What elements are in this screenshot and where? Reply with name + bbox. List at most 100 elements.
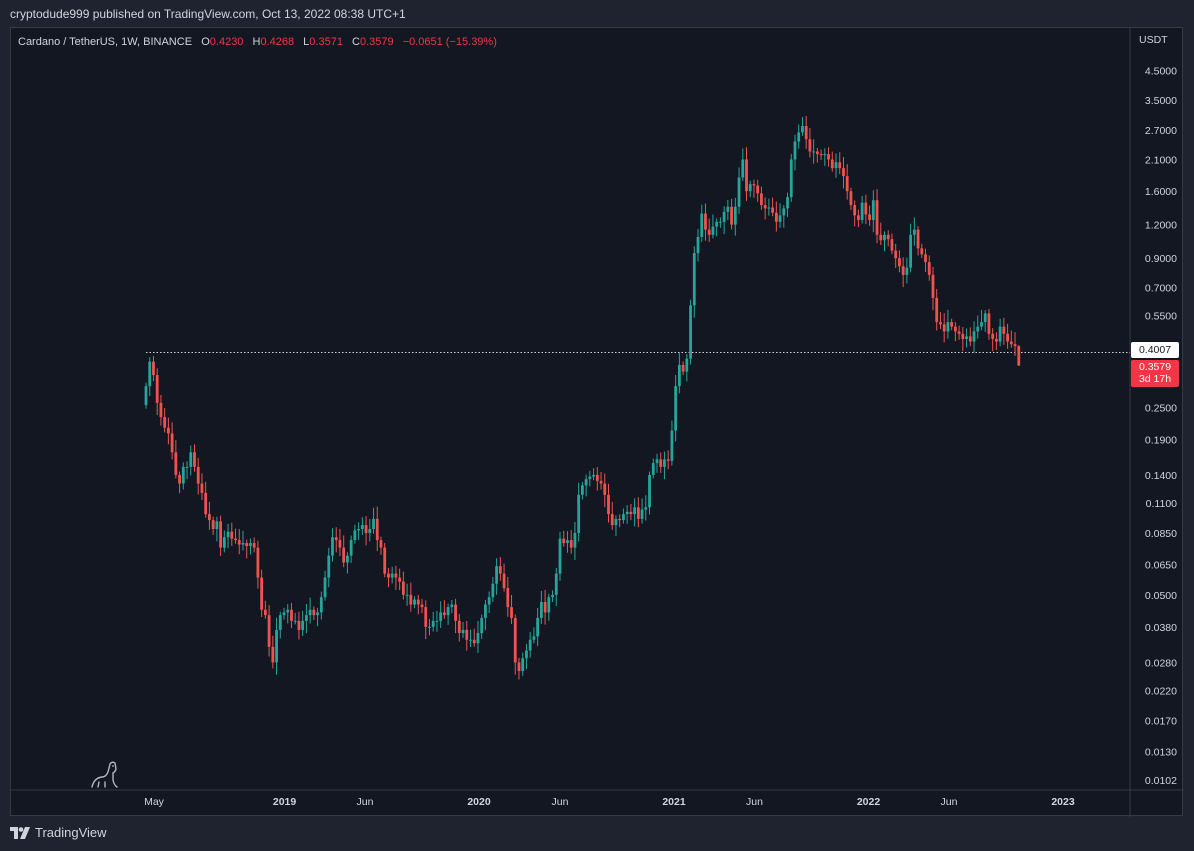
candle — [782, 204, 786, 228]
candle — [469, 629, 472, 647]
candle — [357, 522, 361, 541]
candle — [487, 591, 491, 614]
candle — [1006, 323, 1009, 349]
candle — [886, 230, 890, 247]
last-price-value: 0.3579 — [1138, 361, 1172, 373]
chart-frame[interactable]: USDT 4.5000 3.5000 2.7000 2.1000 1.6000 1.2000… — [10, 27, 1184, 817]
currency-label: USDT — [1139, 34, 1168, 46]
candle — [484, 599, 487, 631]
candle — [853, 200, 857, 227]
bar-countdown: 3d 17h — [1138, 373, 1172, 385]
candle — [778, 203, 782, 228]
candle — [700, 204, 704, 242]
candle — [226, 523, 230, 549]
candle — [312, 606, 316, 620]
candle — [957, 325, 961, 340]
tradingview-logo[interactable]: TradingView — [10, 825, 107, 840]
candle — [1009, 330, 1013, 348]
candle — [968, 327, 972, 347]
price-chart[interactable]: USDT 4.5000 3.5000 2.7000 2.1000 1.6000 1.2000… — [11, 28, 1184, 817]
candle — [689, 299, 692, 365]
candle — [204, 481, 208, 518]
candle — [763, 197, 767, 220]
candle — [379, 536, 383, 555]
candle — [547, 593, 551, 621]
change-value: −0.0651 (−15.39%) — [402, 36, 497, 48]
candle — [353, 524, 357, 544]
candle — [364, 516, 368, 546]
candle — [912, 217, 916, 246]
candle — [148, 357, 152, 396]
candle — [976, 315, 980, 339]
candle — [532, 627, 536, 644]
candle — [360, 517, 364, 535]
candle — [234, 528, 237, 544]
candle — [323, 570, 327, 601]
line-price-tag: 0.4007 — [1131, 342, 1179, 358]
x-tick-label: 2021 — [662, 796, 686, 808]
y-tick-label: 0.0130 — [1145, 747, 1177, 759]
candle — [517, 657, 521, 680]
candle — [252, 537, 256, 553]
candle — [521, 652, 525, 676]
close-label: C — [352, 36, 360, 48]
y-tick-label: 0.5500 — [1145, 311, 1177, 323]
candle — [924, 248, 927, 272]
candle — [842, 157, 845, 189]
symbol-name[interactable]: Cardano / TetherUS, 1W, BINANCE — [18, 36, 193, 48]
symbol-legend: Cardano / TetherUS, 1W, BINANCE O0.4230 … — [18, 36, 497, 48]
candle — [655, 453, 659, 473]
candle — [472, 628, 476, 647]
candle — [726, 199, 730, 221]
candle — [342, 535, 346, 568]
candle — [297, 611, 301, 640]
candle — [558, 531, 562, 581]
candle — [454, 598, 457, 634]
x-tick-label: Jun — [941, 796, 958, 808]
candle — [733, 197, 737, 236]
candle — [797, 124, 801, 149]
candle — [920, 243, 924, 258]
candle — [219, 515, 223, 557]
candle — [208, 501, 211, 530]
candle — [181, 462, 185, 490]
candle — [953, 322, 957, 342]
candle — [711, 214, 715, 239]
candle — [939, 312, 942, 330]
candle — [539, 590, 543, 624]
low-label: L — [303, 36, 310, 48]
candle — [767, 198, 771, 216]
y-tick-label: 0.0650 — [1145, 559, 1177, 571]
candle — [830, 151, 834, 172]
candle — [819, 149, 823, 160]
candle — [278, 611, 282, 639]
y-tick-label: 0.0220 — [1145, 685, 1177, 697]
candle — [618, 514, 622, 528]
candle — [390, 566, 394, 584]
y-tick-label: 0.1900 — [1145, 434, 1177, 446]
y-tick-label: 0.0170 — [1145, 716, 1177, 728]
candle — [536, 607, 540, 647]
candle — [502, 563, 506, 592]
candle — [894, 243, 898, 268]
candle — [316, 607, 319, 627]
candle — [1002, 317, 1006, 345]
candle — [756, 179, 760, 202]
candle — [622, 508, 625, 524]
candle — [804, 115, 808, 149]
candle — [715, 218, 719, 237]
candle — [741, 148, 745, 182]
candle — [994, 332, 998, 350]
candle — [808, 128, 812, 158]
candle — [677, 352, 681, 394]
y-tick-label: 2.1000 — [1145, 154, 1177, 166]
candle — [498, 557, 502, 581]
candle — [644, 495, 648, 521]
candle — [263, 600, 267, 619]
candle — [267, 605, 271, 657]
candle — [431, 611, 435, 632]
candle — [1017, 345, 1021, 366]
candle — [972, 321, 976, 353]
low-value: 0.3571 — [309, 36, 343, 48]
x-tick-label: 2023 — [1051, 796, 1075, 808]
